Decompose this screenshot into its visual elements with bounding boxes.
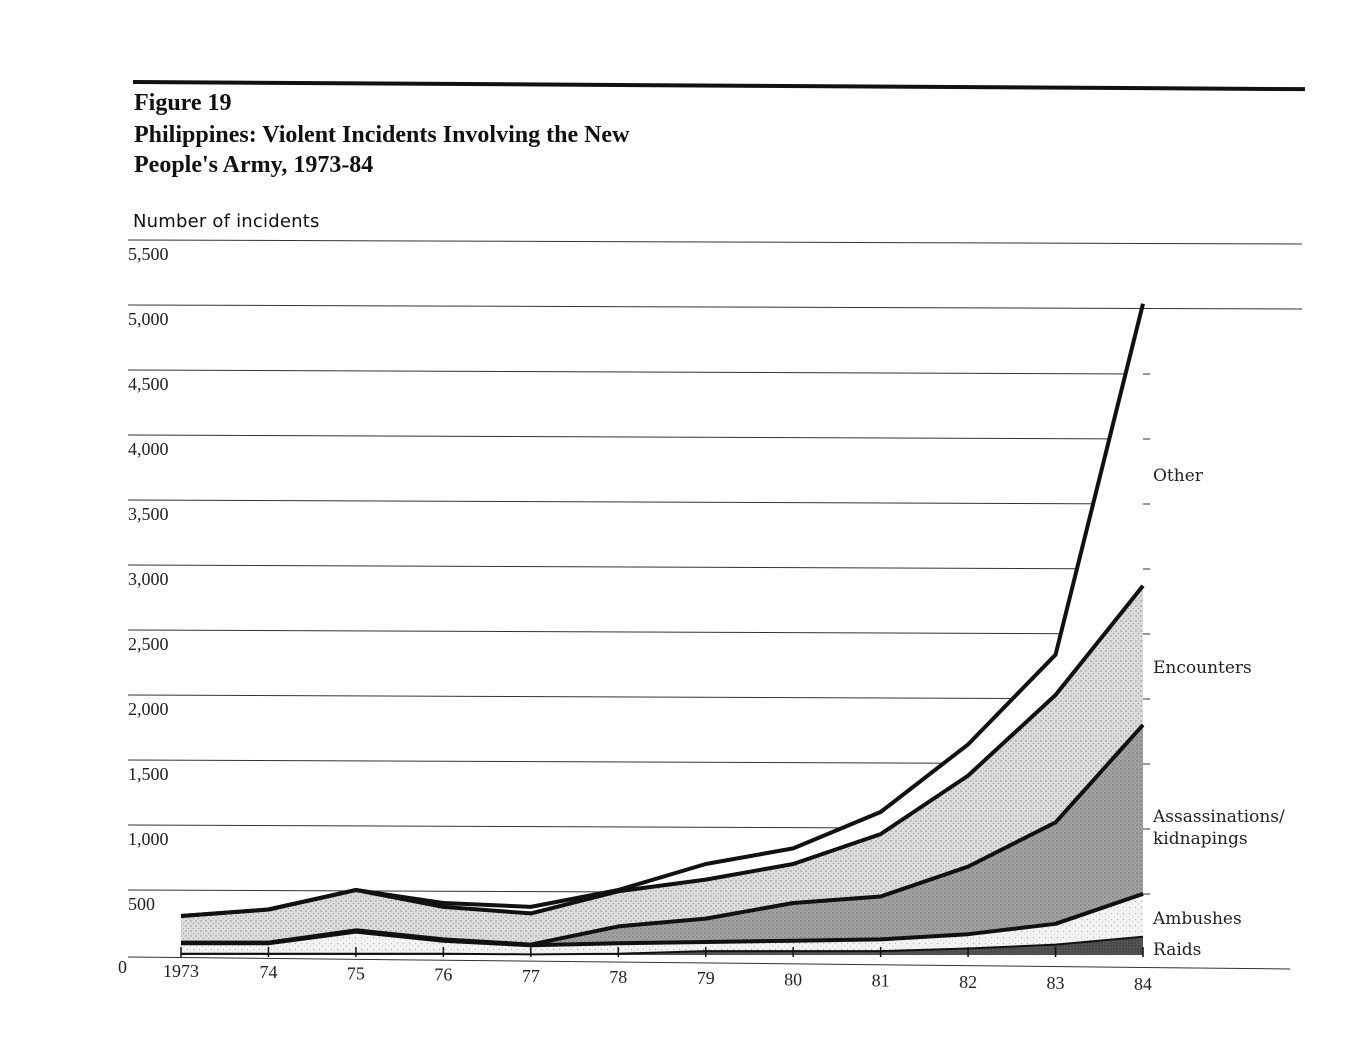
x-tick-label: 80 bbox=[784, 969, 802, 989]
gridline bbox=[127, 239, 1303, 245]
gridline bbox=[127, 629, 1151, 635]
x-tick-label: 84 bbox=[1134, 974, 1152, 994]
series-label-encounters: Encounters bbox=[1153, 658, 1252, 678]
line-raids bbox=[181, 935, 1144, 956]
y-tick-label: 0 bbox=[118, 957, 127, 977]
y-tick-label: 1,500 bbox=[128, 764, 169, 784]
x-tick-label: 77 bbox=[522, 966, 540, 986]
series-label-other: Other bbox=[1153, 466, 1204, 486]
x-tick-labels: 1973 74 75 76 77 78 79 80 81 82 83 84 bbox=[163, 947, 1152, 994]
x-tick-label: 79 bbox=[697, 968, 715, 988]
y-axis-label: Number of incidents bbox=[133, 211, 320, 232]
figure-label: Figure 19 bbox=[134, 90, 232, 116]
y-tick-label: 1,000 bbox=[128, 829, 169, 849]
series-label-raids: Raids bbox=[1153, 940, 1201, 960]
x-tick-label: 1973 bbox=[163, 961, 199, 981]
x-tick-label: 83 bbox=[1047, 973, 1065, 993]
series-label-ambushes: Ambushes bbox=[1152, 909, 1242, 929]
gridline bbox=[127, 369, 1151, 375]
y-tick-label: 3,000 bbox=[128, 569, 169, 589]
y-tick-label: 5,500 bbox=[128, 244, 169, 264]
figure-title: Philippines: Violent Incidents Involving… bbox=[134, 122, 630, 178]
x-tick-label: 82 bbox=[959, 972, 977, 992]
x-tick-label: 81 bbox=[872, 971, 890, 991]
y-tick-label: 2,000 bbox=[128, 699, 169, 719]
series-lines bbox=[180, 303, 1145, 956]
y-tick-label: 4,500 bbox=[128, 374, 169, 394]
y-tick-label: 3,500 bbox=[128, 504, 169, 524]
y-tick-label: 2,500 bbox=[128, 634, 169, 654]
x-tick-label: 76 bbox=[434, 965, 452, 985]
area-encounters bbox=[181, 585, 1143, 945]
x-tick-label: 78 bbox=[609, 967, 627, 987]
y-tick-label: 500 bbox=[128, 894, 155, 914]
y-tick-label: 4,000 bbox=[128, 439, 169, 459]
x-tick-label: 74 bbox=[259, 962, 277, 982]
stacked-areas bbox=[181, 303, 1143, 955]
series-label-assassinations: Assassinations/kidnapings bbox=[1152, 807, 1285, 849]
gridline bbox=[127, 304, 1303, 310]
gridline bbox=[127, 564, 1151, 570]
gridline bbox=[127, 434, 1151, 440]
y-tick-labels: 0 500 1,000 1,500 2,000 2,500 3,000 3,500 4,000 4… bbox=[118, 244, 169, 977]
gridline bbox=[127, 499, 1151, 505]
x-tick-label: 75 bbox=[347, 963, 365, 983]
baseline bbox=[127, 956, 1291, 970]
series-labels: Raids Ambushes Assassinations/kidnapings En… bbox=[1152, 466, 1285, 960]
line-assassinations bbox=[181, 723, 1145, 947]
y-tick-label: 5,000 bbox=[128, 309, 169, 329]
line-other bbox=[180, 303, 1145, 918]
gridline bbox=[127, 694, 1151, 700]
